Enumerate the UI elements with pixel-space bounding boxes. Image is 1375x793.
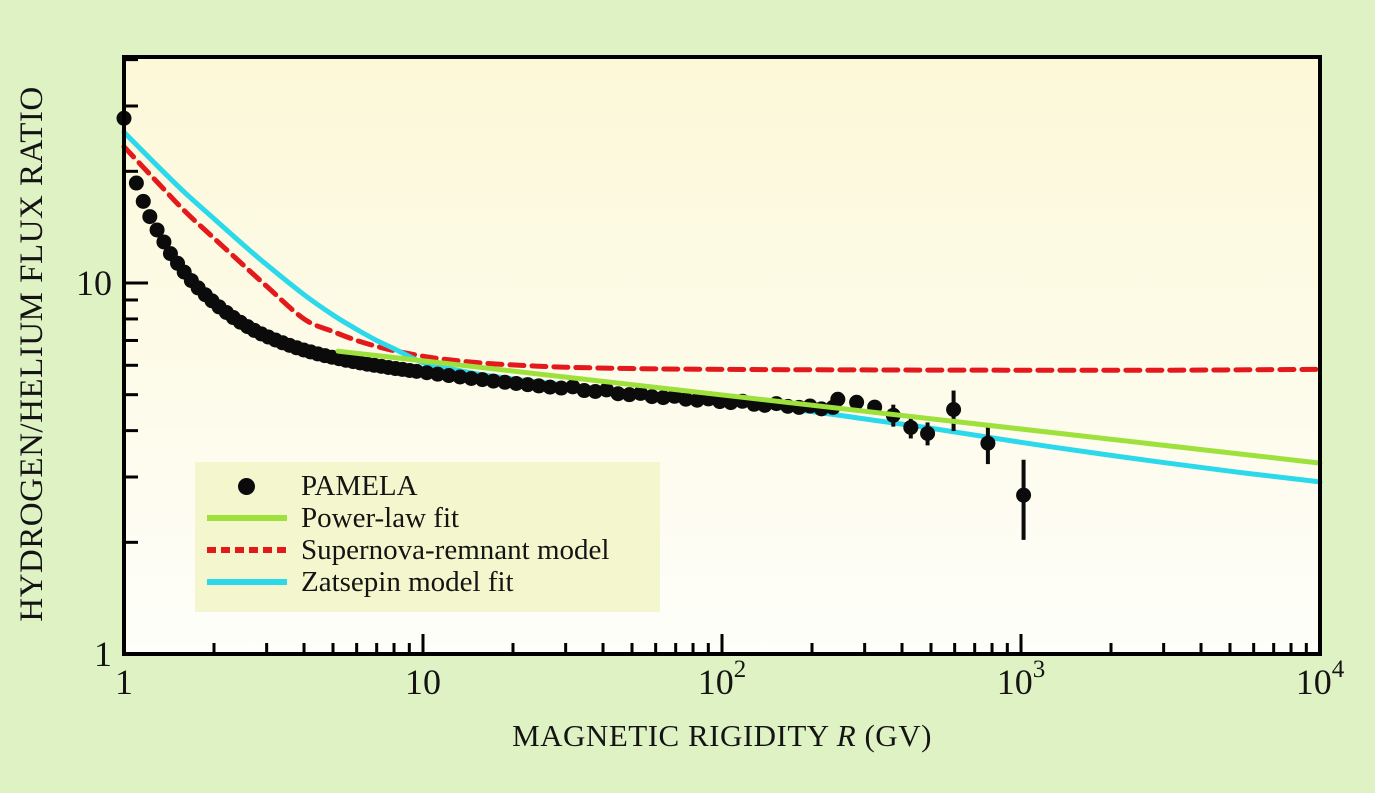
data-point [485, 373, 501, 389]
power-law-fit-curve [335, 348, 1323, 466]
data-point [712, 394, 728, 410]
data-point [946, 402, 962, 418]
data-point [474, 372, 490, 388]
legend-item-zatsepin: Zatsepin model fit [207, 566, 660, 598]
data-point [599, 382, 615, 398]
y-tick-labels: 1 10 [76, 263, 112, 674]
data-point [655, 390, 671, 406]
data-point [452, 369, 468, 385]
data-point [497, 374, 513, 390]
data-point [849, 394, 865, 410]
data-point [644, 389, 660, 405]
svg-text:102: 102 [698, 656, 747, 702]
x-tick-labels: 1 10 102 103 104 [115, 656, 1345, 702]
data-point [587, 383, 603, 399]
data-point [689, 392, 705, 408]
svg-text:10: 10 [405, 662, 441, 702]
svg-text:1: 1 [115, 662, 133, 702]
data-point [520, 377, 536, 393]
data-point [667, 388, 683, 404]
data-point [463, 370, 479, 386]
supernova-remnant-model-curve [121, 144, 1323, 373]
data-point [565, 379, 581, 395]
data-point [830, 391, 846, 407]
data-point [508, 375, 524, 391]
x-axis-label: MAGNETIC RIGIDITY R (GV) [124, 718, 1320, 754]
legend-label: Supernova-remnant model [301, 533, 610, 566]
data-point [531, 378, 547, 394]
legend-label: Power-law fit [301, 501, 460, 534]
data-point [1016, 487, 1032, 503]
legend-item-supernova: Supernova-remnant model [207, 534, 660, 566]
data-point [610, 386, 626, 402]
x-axis-label-variable: R [836, 718, 857, 753]
svg-text:10: 10 [76, 263, 112, 303]
power-law-line-swatch [207, 515, 287, 521]
data-point [156, 234, 172, 250]
legend-item-power-law: Power-law fit [207, 502, 660, 534]
plot-frame [122, 55, 1322, 656]
data-point [142, 209, 158, 225]
legend-item-pamela: PAMELA [207, 470, 660, 502]
data-point [419, 365, 435, 381]
svg-text:103: 103 [997, 656, 1046, 702]
svg-text:104: 104 [1296, 656, 1345, 702]
legend-label: Zatsepin model fit [301, 565, 514, 598]
zatsepin-line-swatch [207, 579, 287, 585]
data-point [553, 380, 569, 396]
supernova-dashed-line-swatch [207, 547, 287, 553]
x-axis-label-unit: (GV) [856, 718, 932, 753]
legend: PAMELA Power-law fit Supernova-remnant m… [195, 462, 660, 612]
data-point [430, 366, 446, 382]
data-point [576, 383, 592, 399]
data-point [542, 379, 558, 395]
pamela-dot-marker [238, 477, 255, 495]
data-point [135, 193, 151, 209]
data-point [149, 222, 165, 238]
data-point [441, 368, 457, 384]
data-point [920, 425, 936, 441]
data-point [903, 419, 919, 435]
svg-text:1: 1 [94, 634, 112, 674]
x-axis-label-pre: MAGNETIC RIGIDITY [512, 718, 837, 753]
data-point [633, 385, 649, 401]
data-point [128, 175, 144, 191]
data-point [980, 435, 996, 451]
data-point [621, 387, 637, 403]
legend-label: PAMELA [301, 469, 418, 502]
data-point [678, 391, 694, 407]
